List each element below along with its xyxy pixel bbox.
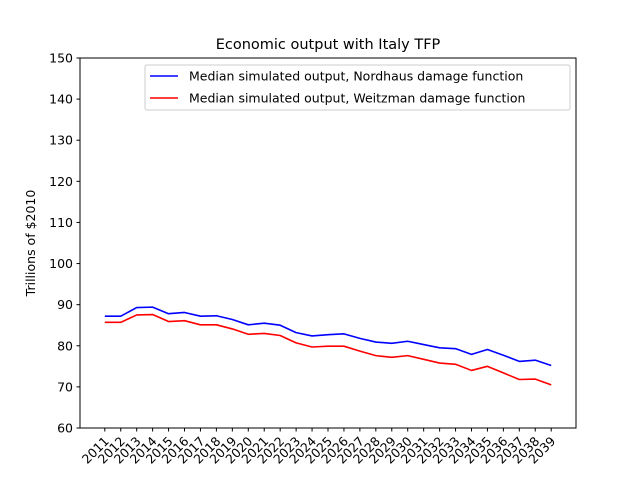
x-axis: 2011201220132014201520162017201820192020… — [79, 428, 558, 467]
y-tick-label: 130 — [49, 133, 73, 148]
y-tick-label: 140 — [49, 92, 73, 107]
y-axis: 60 70 80 90 100 110 120 130 140 150 — [49, 51, 80, 436]
y-tick-label: 70 — [57, 379, 73, 394]
y-tick-label: 120 — [49, 174, 73, 189]
legend-frame — [144, 64, 571, 111]
chart-title: Economic output with Italy TFP — [216, 37, 441, 53]
series-lines — [104, 306, 552, 386]
series-line-1 — [104, 306, 552, 367]
legend: Median simulated output, Nordhaus damage… — [144, 64, 571, 111]
y-tick-label: 90 — [57, 297, 73, 312]
y-tick-label: 110 — [49, 215, 73, 230]
y-tick-label: 60 — [57, 421, 73, 436]
y-tick-label: 80 — [57, 338, 73, 353]
legend-label-1: Median simulated output, Nordhaus damage… — [189, 69, 523, 84]
legend-label-2: Median simulated output, Weitzman damage… — [189, 91, 525, 106]
y-axis-label: Trillions of $2010 — [23, 190, 38, 298]
y-tick-label: 150 — [49, 51, 73, 66]
series-line-2 — [104, 313, 552, 386]
y-tick-label: 100 — [49, 256, 73, 271]
